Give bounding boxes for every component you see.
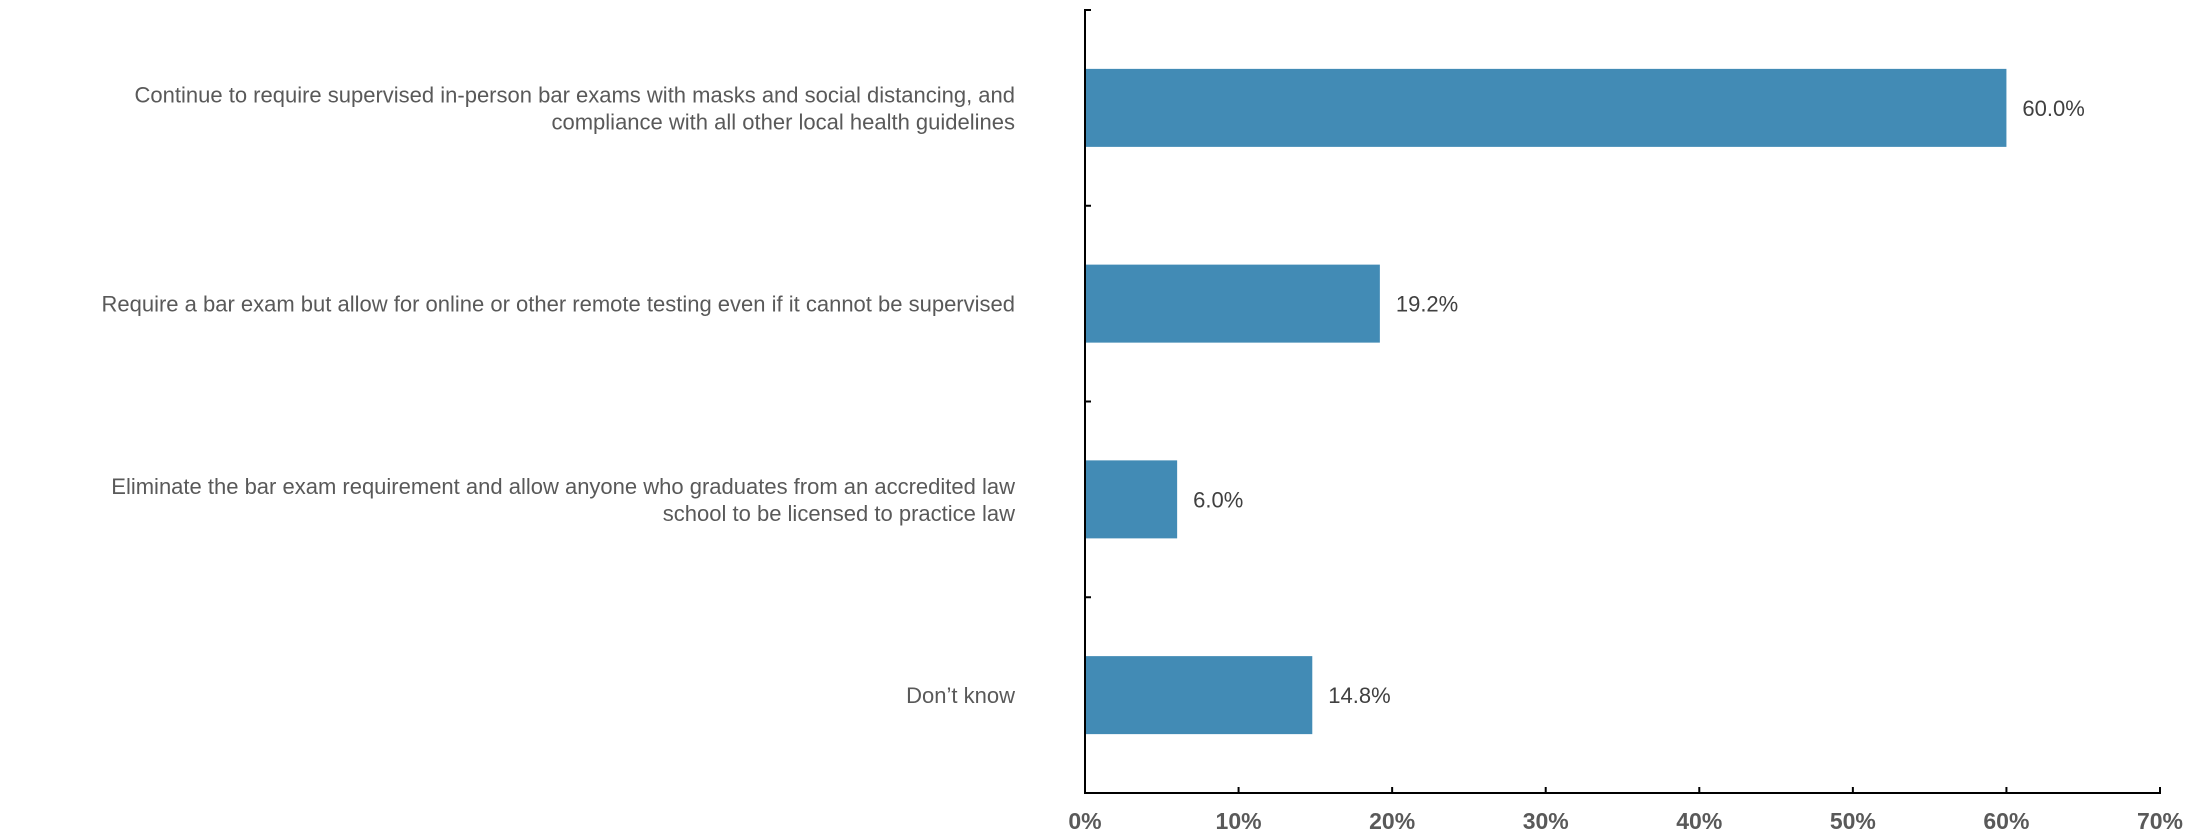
axes-group	[1084, 9, 2161, 794]
x-tick-label: 70%	[2137, 808, 2183, 833]
x-tick-label: 30%	[1523, 808, 1569, 833]
category-label-line: Don’t know	[906, 683, 1015, 708]
bar	[1085, 264, 1380, 343]
category-label: Continue to require supervised in-person…	[135, 82, 1015, 134]
x-tick-label: 40%	[1676, 808, 1722, 833]
category-label-line: school to be licensed to practice law	[663, 501, 1015, 526]
bars-group	[1085, 68, 2007, 735]
data-labels-group: 60.0% 19.2% 6.0% 14.8%	[1193, 96, 2085, 708]
bar	[1085, 656, 1313, 735]
data-label: 6.0%	[1193, 487, 1243, 512]
category-label: Don’t know	[906, 683, 1015, 708]
data-label: 14.8%	[1328, 683, 1390, 708]
category-label-line: Require a bar exam but allow for online …	[101, 292, 1015, 317]
category-label-line: Eliminate the bar exam requirement and a…	[111, 474, 1015, 499]
bar	[1085, 68, 2007, 147]
x-tick-label: 10%	[1216, 808, 1262, 833]
category-label-line: compliance with all other local health g…	[552, 109, 1016, 134]
bar	[1085, 460, 1178, 539]
category-labels-group: Continue to require supervised in-person…	[101, 82, 1015, 708]
x-tick-label: 60%	[1983, 808, 2029, 833]
data-label: 19.2%	[1396, 292, 1458, 317]
category-label: Eliminate the bar exam requirement and a…	[111, 474, 1015, 526]
category-label-line: Continue to require supervised in-person…	[135, 82, 1015, 107]
x-tick-label: 20%	[1369, 808, 1415, 833]
x-tick-label: 0%	[1068, 808, 1101, 833]
x-tick-label: 50%	[1830, 808, 1876, 833]
x-tick-labels-group: 0% 10% 20% 30% 40% 50% 60% 70%	[1068, 808, 2183, 833]
category-label: Require a bar exam but allow for online …	[101, 292, 1015, 317]
data-label: 60.0%	[2022, 96, 2084, 121]
